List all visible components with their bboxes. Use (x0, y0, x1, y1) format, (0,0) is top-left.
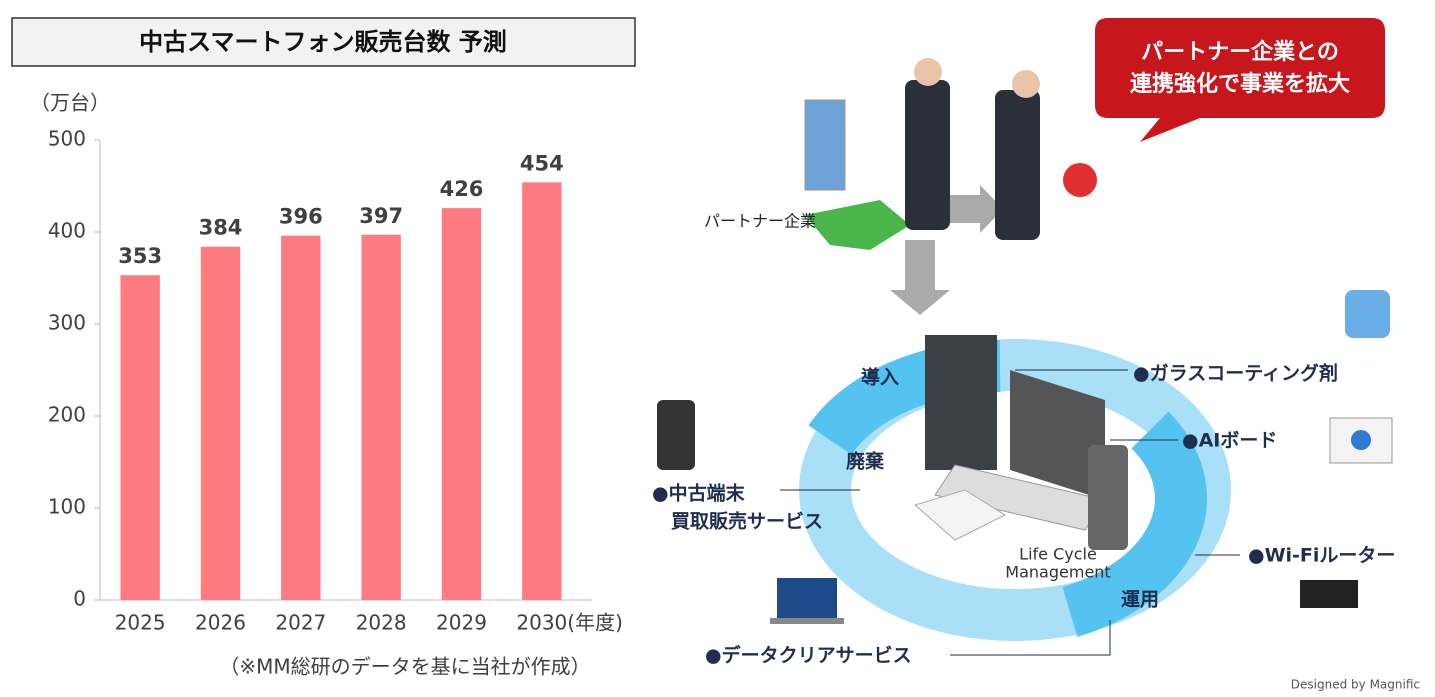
stage-label: 廃棄 (846, 450, 885, 473)
y-tick-label: 500 (48, 127, 86, 151)
x-tick-label: 2028 (356, 611, 407, 635)
y-tick-label: 0 (73, 587, 86, 611)
chart-title: 中古スマートフォン販売台数 予測 (139, 28, 507, 56)
credit: Designed by Magnific (1291, 678, 1420, 692)
y-tick-label: 200 (48, 403, 86, 427)
stage-label: 運用 (1121, 589, 1159, 611)
value-label: 396 (279, 205, 323, 229)
item-label: 買取販売サービス (671, 510, 823, 533)
bar (441, 208, 482, 600)
callout-line: パートナー企業との (1141, 39, 1339, 65)
x-tick-label: 2026 (195, 611, 246, 635)
bar (281, 235, 321, 600)
source-note: （※MM総研のデータを基に当社が作成） (219, 655, 590, 679)
y-tick-label: 300 (48, 311, 86, 335)
value-label: 353 (118, 244, 162, 268)
item-label: ●AIボード (1182, 430, 1277, 452)
x-tick-label: 2025 (115, 611, 166, 635)
center-label: Life Cycle (1019, 545, 1097, 564)
item-label: ●ガラスコーティング剤 (1133, 362, 1338, 385)
y-tick-label: 100 (48, 495, 86, 519)
x-tick-label: 2027 (275, 611, 326, 635)
value-label: 384 (199, 216, 243, 240)
item-label: ●Wi-Fiルーター (1248, 545, 1395, 567)
diagram-art (657, 18, 1393, 656)
y-tick-label: 400 (48, 219, 86, 243)
title-box (11, 17, 636, 67)
bar (522, 182, 562, 600)
bar (361, 234, 401, 600)
partner-label: パートナー企業 (704, 212, 816, 231)
value-label: 397 (359, 204, 403, 228)
y-axis-label: （万台） (30, 91, 110, 115)
value-label: 454 (520, 151, 564, 175)
item-label: ●中古端末 (652, 482, 746, 505)
callout-line: 連携強化で事業を拡大 (1130, 71, 1350, 97)
bar (200, 246, 241, 600)
value-label: 426 (440, 177, 484, 201)
x-tick-label: 2029 (436, 611, 487, 635)
center-label: Management (1005, 563, 1110, 582)
x-tick-label: 2030 (516, 611, 567, 635)
bar (120, 275, 160, 600)
stage-label: 導入 (861, 366, 899, 389)
x-axis-label: (年度) (567, 611, 623, 635)
item-label: ●データクリアサービス (705, 644, 912, 667)
